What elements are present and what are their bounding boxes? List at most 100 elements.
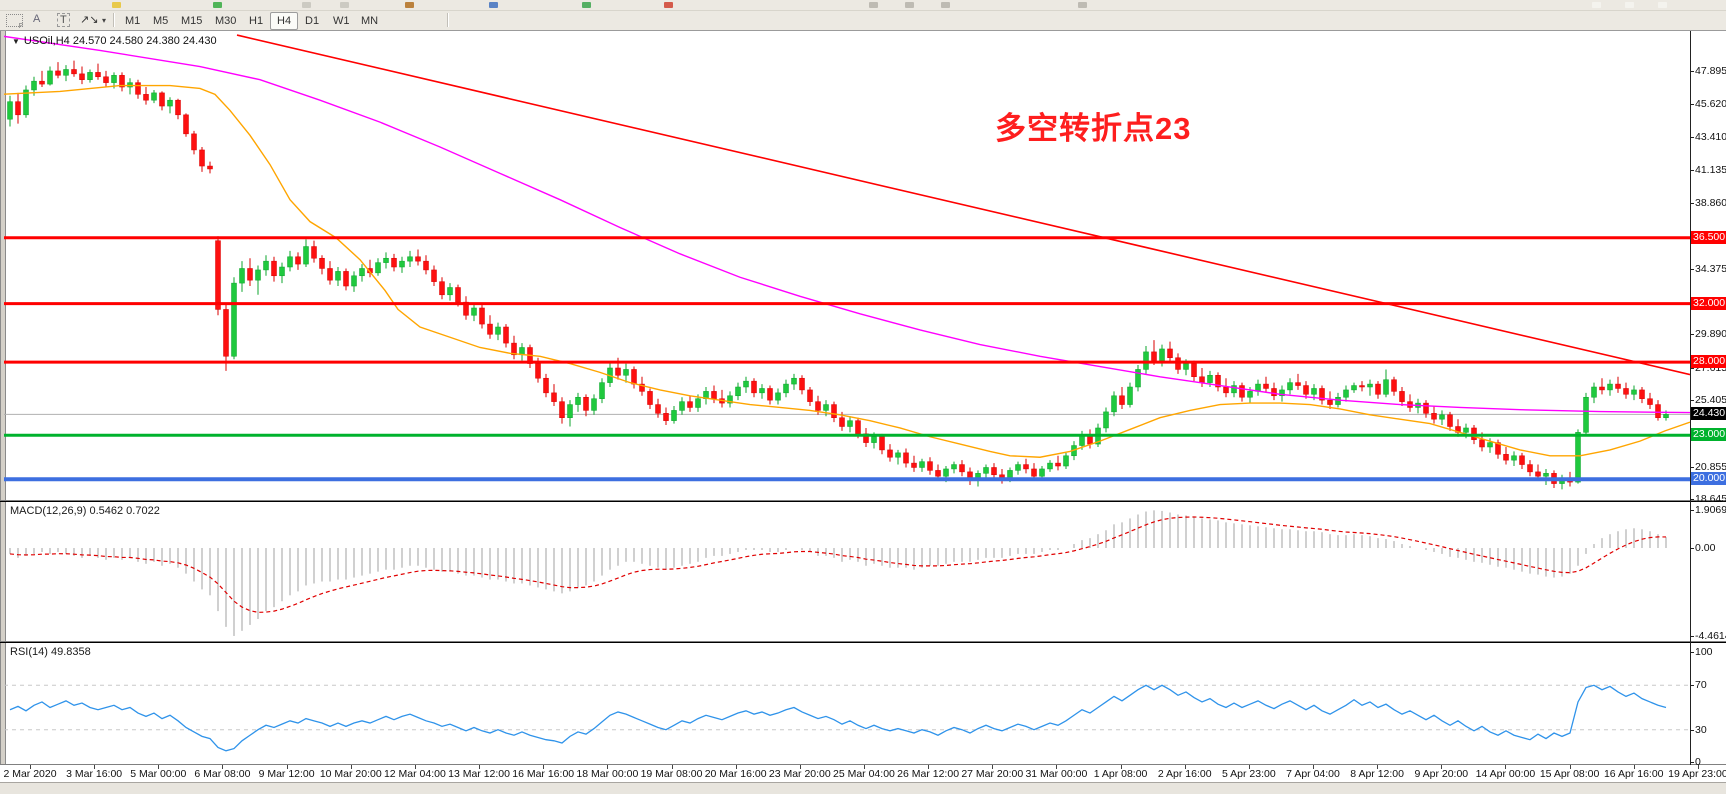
time-axis-label: 26 Mar 12:00 [897,768,960,780]
candle-body [1191,363,1197,378]
level-price-box: 36.500 [1691,230,1726,244]
time-axis-label: 18 Mar 00:00 [576,768,639,780]
candle-body [1487,442,1493,448]
candle-body [1375,383,1381,395]
candle-body [1183,363,1189,370]
toolbar: F A T ↗↘ ▾ M1 M5 M15 M30 H1 H4 D1 W1 MN [0,11,1726,31]
axis-tick [1690,367,1694,369]
arrow-tools-dropdown-icon[interactable]: ▾ [102,16,107,25]
time-axis-label: 9 Mar 12:00 [258,768,315,780]
panel-splitter[interactable] [0,641,1726,642]
candle-body [247,268,253,281]
timeframe-button-h4[interactable]: H4 [270,12,299,30]
candle-body [439,281,445,296]
candle-body [623,369,629,376]
candle-body [671,410,677,421]
timeframe-button-m1[interactable]: M1 [125,15,141,27]
timeframe-button-m15[interactable]: M15 [181,15,203,27]
candle-body [839,417,845,427]
timeframe-button-m5[interactable]: M5 [153,15,169,27]
rsi-axis-label: 70 [1695,679,1707,692]
time-axis-label: 14 Apr 00:00 [1475,768,1536,780]
macd-panel-canvas[interactable] [4,502,1690,641]
price-axis-label: 43.410 [1695,130,1726,143]
candle-body [879,436,885,451]
candle-body [511,342,517,356]
symbol-dropdown-icon[interactable]: ▼ [12,37,20,46]
candle-body [847,420,853,427]
time-axis-tick [94,765,96,769]
candle-body [207,165,213,170]
timeframe-button-h1[interactable]: H1 [249,15,264,27]
macd-label: MACD(12,26,9) 0.5462 0.7022 [10,505,160,517]
timeframe-button-d1[interactable]: D1 [305,15,320,27]
timeframe-button-mn[interactable]: MN [361,15,379,27]
candle-body [471,307,477,316]
candle-body [127,82,133,88]
candle-body [1647,398,1653,405]
candle-body [1575,432,1581,483]
candle-body [1055,462,1061,467]
candle-body [1359,385,1365,388]
candle-body [615,367,621,376]
time-axis-tick [1633,765,1635,769]
candle-body [1159,348,1165,361]
arrow-tools-icon[interactable]: ↗↘ [80,14,99,26]
candle-body [295,256,301,265]
text-tool-icon[interactable]: A [33,13,41,25]
time-axis-label: 23 Mar 20:00 [768,768,831,780]
time-axis-label: 5 Mar 00:00 [130,768,187,780]
price-axis-separator [1690,31,1691,765]
candle-body [1119,395,1125,405]
rsi-axis-label: 30 [1695,723,1707,736]
price-chart-canvas[interactable] [4,31,1690,500]
timeframe-button-w1[interactable]: W1 [333,15,350,27]
candle-body [583,396,589,411]
axis-tick [1690,104,1694,106]
axis-tick [1690,268,1694,270]
candle-body [271,260,277,277]
candle-body [399,260,405,268]
time-axis-tick [735,765,737,769]
candle-body [775,392,781,401]
axis-tick [1690,762,1694,763]
price-axis-label: 38.860 [1695,197,1726,210]
candle-body [1223,386,1229,394]
candle-body [479,307,485,325]
rsi-panel-canvas[interactable] [4,643,1690,764]
toolbar-separator [113,13,115,27]
price-axis-label: 25.405 [1695,394,1726,407]
label-tool-icon[interactable]: T [57,13,70,27]
candle-body [31,80,37,91]
time-axis-tick [158,765,160,769]
candle-body [239,268,245,284]
candle-body [655,404,661,414]
candle-body [119,75,125,88]
candle-body [1015,464,1021,471]
axis-tick [1690,548,1694,549]
candle-body [815,401,821,411]
time-axis-tick [992,765,994,769]
panel-splitter[interactable] [0,500,1726,501]
time-axis-tick [863,765,865,769]
candle-body [343,271,349,287]
candle-body [95,72,101,78]
candle-body [1199,376,1205,383]
time-axis-tick [607,765,609,769]
toolbar-separator [447,13,449,27]
timeframe-button-m30[interactable]: M30 [215,15,237,27]
time-axis[interactable]: 2 Mar 2020 3 Mar 16:00 5 Mar 00:00 6 Mar 08… [0,765,1726,782]
candle-body [743,380,749,388]
time-axis-label: 3 Mar 16:00 [66,768,123,780]
candle-body [911,462,917,468]
time-axis-tick [1505,765,1507,769]
template-grid-icon[interactable]: F [6,14,23,30]
candle-body [1383,379,1389,395]
candle-body [1215,375,1221,388]
candle-body [1135,369,1141,388]
candle-body [799,377,805,391]
candle-body [415,256,421,262]
candle-body [535,363,541,379]
time-axis-label: 20 Mar 16:00 [704,768,767,780]
trendline [236,34,1690,376]
